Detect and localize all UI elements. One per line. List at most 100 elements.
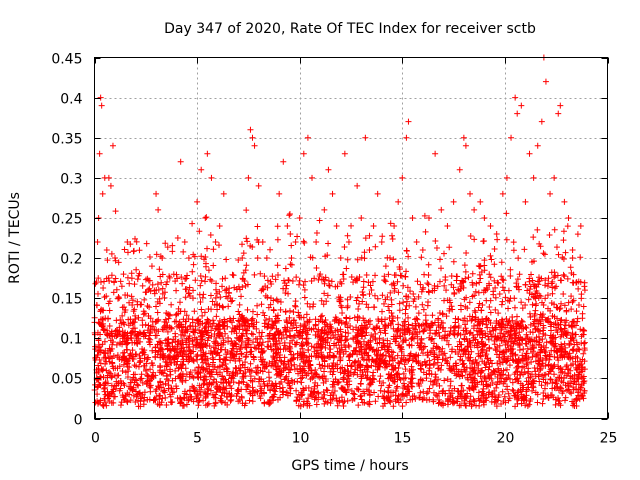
- data-point: [551, 313, 558, 320]
- data-point: [384, 343, 391, 350]
- data-point: [351, 391, 358, 398]
- data-point: [551, 269, 558, 276]
- data-point: [307, 391, 314, 398]
- data-point: [407, 352, 414, 359]
- data-point: [394, 327, 401, 334]
- data-point: [133, 351, 140, 358]
- data-point: [275, 346, 282, 353]
- data-point: [464, 390, 471, 397]
- data-point: [123, 337, 130, 344]
- data-point: [201, 256, 208, 263]
- data-point: [535, 333, 542, 340]
- data-point: [321, 280, 328, 287]
- data-point: [180, 341, 187, 348]
- data-point: [164, 345, 171, 352]
- data-point: [163, 401, 170, 408]
- data-point: [528, 336, 535, 343]
- data-point: [321, 290, 328, 297]
- data-point: [381, 277, 388, 284]
- data-point: [498, 401, 505, 408]
- data-point: [192, 342, 199, 349]
- x-tick-label: 20: [497, 431, 515, 447]
- data-point: [134, 298, 141, 305]
- data-point: [181, 402, 188, 409]
- data-point: [509, 350, 516, 357]
- data-point: [136, 270, 143, 277]
- data-point: [270, 297, 277, 304]
- data-point: [441, 282, 448, 289]
- data-point: [240, 250, 247, 257]
- data-point: [196, 291, 203, 298]
- data-point: [362, 332, 369, 339]
- data-point: [147, 366, 154, 373]
- data-point: [446, 331, 453, 338]
- data-point: [538, 118, 545, 125]
- data-point: [236, 286, 243, 293]
- data-point: [238, 378, 245, 385]
- data-point: [253, 388, 260, 395]
- data-point: [401, 336, 408, 343]
- data-point: [220, 304, 227, 311]
- data-point: [308, 392, 315, 399]
- data-point: [503, 174, 510, 181]
- data-point: [288, 377, 295, 384]
- data-point: [352, 348, 359, 355]
- data-point: [441, 334, 448, 341]
- data-point: [540, 395, 547, 402]
- data-point: [491, 368, 498, 375]
- data-point: [261, 323, 268, 330]
- data-point: [344, 296, 351, 303]
- data-point: [574, 376, 581, 383]
- data-point: [117, 402, 124, 409]
- data-point: [385, 303, 392, 310]
- data-point: [381, 395, 388, 402]
- data-point: [107, 370, 114, 377]
- data-point: [306, 402, 313, 409]
- data-point: [523, 335, 530, 342]
- data-point: [338, 394, 345, 401]
- data-point: [498, 273, 505, 280]
- data-point: [395, 198, 402, 205]
- data-point: [111, 279, 118, 286]
- data-point: [450, 258, 457, 265]
- data-point: [566, 341, 573, 348]
- data-point: [141, 389, 148, 396]
- data-point: [551, 174, 558, 181]
- data-point: [253, 319, 260, 326]
- data-point: [415, 293, 422, 300]
- data-point: [505, 319, 512, 326]
- data-point: [288, 242, 295, 249]
- data-point: [232, 364, 239, 371]
- data-point: [470, 325, 477, 332]
- data-point: [229, 341, 236, 348]
- data-point: [113, 286, 120, 293]
- data-point: [270, 353, 277, 360]
- data-point: [522, 281, 529, 288]
- data-point: [183, 344, 190, 351]
- data-point: [334, 361, 341, 368]
- data-point: [439, 325, 446, 332]
- data-point: [185, 316, 192, 323]
- data-point: [461, 262, 468, 269]
- data-point: [467, 190, 474, 197]
- data-point: [538, 382, 545, 389]
- data-point: [250, 323, 257, 330]
- data-point: [272, 318, 279, 325]
- data-point: [183, 286, 190, 293]
- data-point: [430, 396, 437, 403]
- data-point: [174, 341, 181, 348]
- data-point: [396, 300, 403, 307]
- data-point: [514, 320, 521, 327]
- data-point: [334, 402, 341, 409]
- data-point: [250, 331, 257, 338]
- data-point: [415, 380, 422, 387]
- data-point: [246, 397, 253, 404]
- data-point: [264, 284, 271, 291]
- data-point: [533, 300, 540, 307]
- data-point: [356, 273, 363, 280]
- data-point: [397, 345, 404, 352]
- data-point: [499, 298, 506, 305]
- data-point: [370, 358, 377, 365]
- data-point: [374, 295, 381, 302]
- data-point: [228, 392, 235, 399]
